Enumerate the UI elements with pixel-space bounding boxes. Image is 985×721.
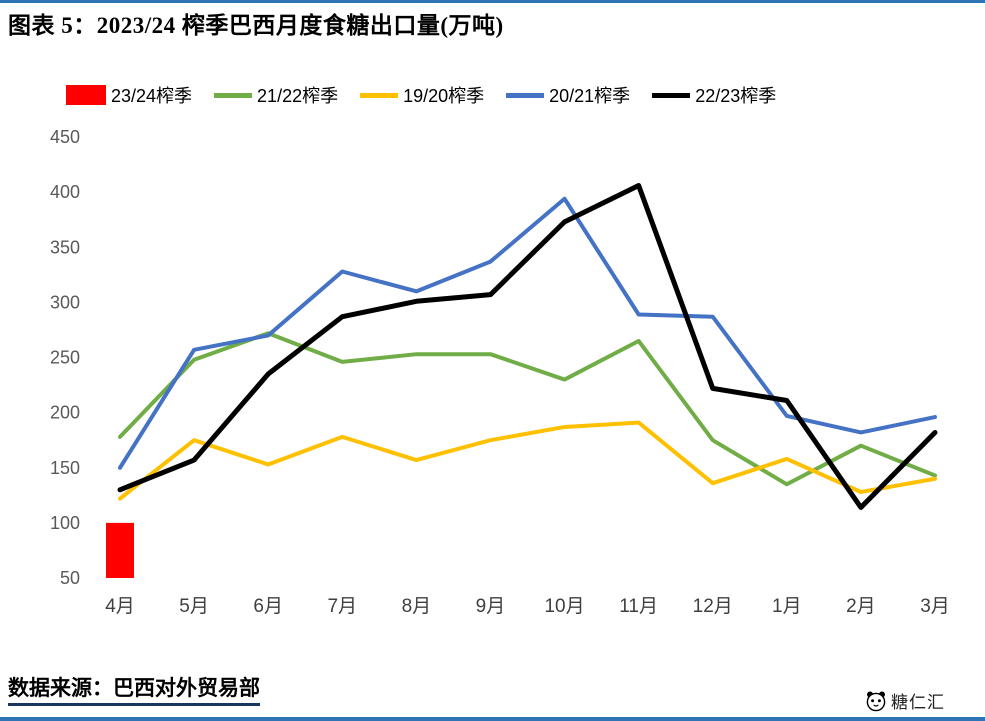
y-axis-tick: 450 — [50, 127, 80, 147]
legend-item-22/23榨季: 22/23榨季 — [652, 82, 776, 108]
y-axis-tick: 100 — [50, 513, 80, 533]
x-axis-label: 4月 — [105, 596, 135, 617]
y-axis-tick: 350 — [50, 237, 80, 257]
x-axis-label: 2月 — [846, 596, 876, 617]
legend-label: 23/24榨季 — [111, 86, 193, 106]
top-border-line — [0, 0, 985, 3]
legend-item-21/22榨季: 21/22榨季 — [214, 82, 338, 108]
y-axis-tick: 200 — [50, 403, 80, 423]
legend-item-20/21榨季: 20/21榨季 — [506, 82, 630, 108]
watermark-text: 糖仁汇 — [891, 693, 945, 712]
legend-label: 22/23榨季 — [695, 86, 777, 106]
legend-bar-swatch — [66, 85, 106, 105]
bottom-border-line — [0, 717, 985, 721]
line-19/20榨季 — [118, 420, 937, 501]
x-axis-label: 8月 — [402, 596, 432, 617]
x-axis-label: 3月 — [920, 596, 950, 617]
y-axis-tick: 300 — [50, 292, 80, 312]
data-source-label: 数据来源：巴西对外贸易部 — [8, 672, 260, 706]
x-axis-label: 7月 — [327, 596, 357, 617]
legend-line-swatch — [506, 92, 545, 98]
x-axis-label: 5月 — [179, 596, 209, 617]
legend-label: 19/20榨季 — [403, 86, 485, 106]
chart-title: 图表 5：2023/24 榨季巴西月度食糖出口量(万吨) — [8, 13, 504, 38]
x-axis-label: 12月 — [693, 596, 733, 617]
x-axis-label: 10月 — [544, 596, 584, 617]
line-22/23榨季 — [117, 183, 938, 510]
legend-label: 21/22榨季 — [257, 86, 339, 106]
legend-item-23/24榨季: 23/24榨季 — [66, 82, 192, 108]
x-axis-label: 11月 — [619, 596, 658, 617]
sugar-export-line-chart: 50 100 150 200 250 300 350 400 450 4月 5月 6月 7月 8月 9月 10… — [50, 127, 950, 617]
chart-legend: 23/24榨季 21/22榨季 19/20榨季 20/21榨季 22/23榨季 — [66, 82, 776, 108]
x-axis-label: 1月 — [772, 596, 802, 617]
legend-line-swatch — [652, 92, 691, 98]
legend-label: 20/21榨季 — [549, 86, 631, 106]
legend-line-swatch — [214, 92, 253, 98]
bar-23/24榨季 — [106, 522, 134, 578]
y-axis-tick: 50 — [60, 568, 80, 588]
y-axis-tick: 400 — [50, 182, 80, 202]
legend-line-swatch — [360, 92, 399, 98]
x-axis-label: 9月 — [476, 596, 506, 617]
x-axis-label: 6月 — [253, 596, 283, 617]
line-21/22榨季 — [118, 331, 937, 487]
y-axis-tick: 250 — [50, 348, 80, 368]
panda-logo-icon — [863, 690, 887, 712]
legend-item-19/20榨季: 19/20榨季 — [360, 82, 484, 108]
line-20/21榨季 — [118, 196, 937, 470]
y-axis-tick: 150 — [50, 458, 80, 478]
watermark: 糖仁汇 — [863, 688, 945, 713]
